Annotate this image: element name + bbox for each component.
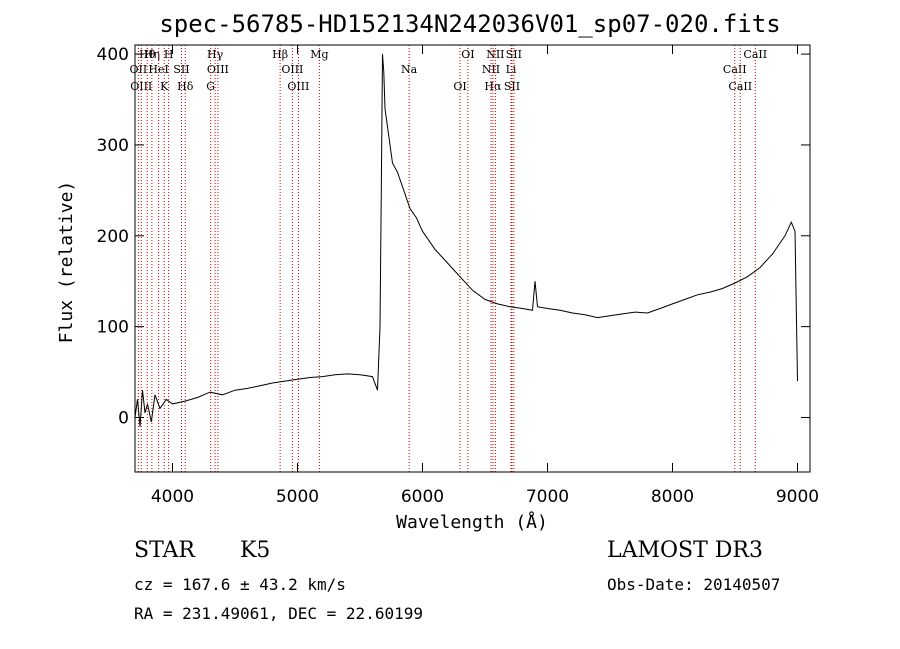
x-tick-label: 7000 bbox=[526, 487, 569, 507]
plot-frame bbox=[134, 44, 811, 473]
coordinates: RA = 231.49061, DEC = 22.60199 bbox=[134, 604, 423, 623]
line-marker-label: Li bbox=[506, 63, 517, 76]
y-tick-label: 100 bbox=[97, 318, 129, 338]
line-marker-label: Na bbox=[401, 63, 418, 76]
line-marker-label: Hα bbox=[484, 80, 502, 93]
line-marker-label: OIII bbox=[207, 63, 229, 76]
x-tick-label: 9000 bbox=[776, 487, 819, 507]
y-tick-label: 200 bbox=[97, 227, 129, 247]
y-tick-label: 300 bbox=[97, 136, 129, 156]
survey-name: LAMOST DR3 bbox=[607, 538, 763, 563]
x-axis-label: Wavelength (Å) bbox=[396, 511, 548, 533]
line-marker-label: OIII bbox=[287, 80, 309, 93]
y-axis-label: Flux (relative) bbox=[56, 181, 77, 344]
observation-date: Obs-Date: 20140507 bbox=[607, 575, 781, 594]
line-marker-label: SII bbox=[173, 63, 189, 76]
line-marker-label: HeI bbox=[148, 63, 168, 76]
line-marker-label: NII bbox=[482, 63, 500, 76]
line-marker-label: OI bbox=[453, 80, 466, 93]
line-marker-label: OIII bbox=[130, 80, 152, 93]
object-subclass: K5 bbox=[240, 538, 271, 563]
line-marker-label: Hβ bbox=[272, 48, 288, 61]
line-marker-label: SII bbox=[504, 80, 520, 93]
redshift-velocity: cz = 167.6 ± 43.2 km/s bbox=[134, 575, 346, 594]
line-marker-label: CaII bbox=[743, 48, 767, 61]
y-tick-label: 0 bbox=[118, 408, 129, 428]
x-axis-ticks: 4000 5000 6000 7000 8000 9000 bbox=[151, 45, 819, 507]
line-marker-label: K bbox=[160, 80, 169, 93]
line-marker-label: OIII bbox=[281, 63, 303, 76]
line-marker-label: H bbox=[164, 48, 174, 61]
line-marker-label: OI bbox=[461, 48, 474, 61]
object-class: STAR bbox=[134, 538, 195, 563]
line-marker-label: NII bbox=[486, 48, 504, 61]
line-marker-label: CaII bbox=[728, 80, 752, 93]
chart-title: spec-56785-HD152134N242036V01_sp07-020.f… bbox=[159, 10, 780, 38]
line-marker-label: SII bbox=[506, 48, 522, 61]
line-marker-label: Mg bbox=[310, 48, 328, 61]
spectrum-line bbox=[134, 54, 798, 427]
line-marker-label: Hη bbox=[144, 48, 160, 61]
y-axis-ticks: 0 100 200 300 400 bbox=[97, 45, 810, 428]
y-tick-label: 400 bbox=[97, 45, 129, 65]
line-marker-label: CaII bbox=[723, 63, 747, 76]
x-tick-label: 5000 bbox=[276, 487, 319, 507]
line-marker-label: Hδ bbox=[177, 80, 194, 93]
line-marker-label: Hγ bbox=[207, 48, 224, 61]
x-tick-label: 4000 bbox=[151, 487, 194, 507]
x-tick-label: 6000 bbox=[401, 487, 444, 507]
line-marker-label: OII bbox=[130, 63, 148, 76]
line-markers: HθOIIOIIIHηHeIKHSIIHδHγOIIIGHβOIIIOIIIMg… bbox=[130, 45, 767, 472]
x-tick-label: 8000 bbox=[651, 487, 694, 507]
line-marker-label: G bbox=[206, 80, 215, 93]
